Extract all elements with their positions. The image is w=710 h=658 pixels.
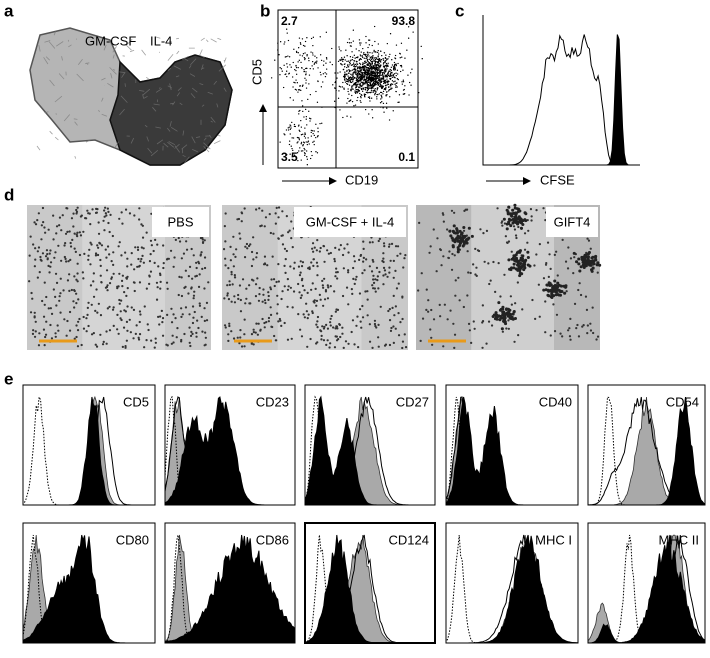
scatter-dots bbox=[270, 25, 423, 166]
histogram-frame bbox=[164, 522, 296, 644]
histogram-frame bbox=[304, 384, 436, 506]
axis-label: CFSE bbox=[540, 172, 575, 187]
histogram-black bbox=[588, 534, 706, 644]
marker-label: CD80 bbox=[116, 532, 149, 547]
histogram-frame bbox=[164, 384, 296, 506]
image-label: PBS bbox=[167, 214, 193, 229]
plot-frame bbox=[277, 9, 419, 169]
histogram-black bbox=[164, 534, 296, 644]
marker-label: CD124 bbox=[389, 532, 429, 547]
cell-cluster bbox=[507, 249, 532, 278]
cell-cluster bbox=[448, 224, 474, 254]
image-label: GIFT4 bbox=[554, 214, 591, 229]
panel-label: b bbox=[260, 1, 270, 20]
histogram-frame bbox=[445, 384, 579, 506]
histogram-black bbox=[23, 396, 155, 506]
marker-label: MHC I bbox=[535, 532, 572, 547]
panel-label: d bbox=[4, 185, 14, 204]
axis-label: CD19 bbox=[345, 172, 378, 187]
cell-cluster bbox=[542, 279, 568, 299]
histogram-frame bbox=[587, 384, 706, 506]
histogram-black bbox=[446, 534, 579, 644]
panel-label: a bbox=[4, 1, 14, 20]
panel-label: c bbox=[455, 1, 464, 20]
histogram-frame bbox=[587, 522, 706, 644]
cfse-undivided bbox=[483, 34, 640, 166]
histogram-open bbox=[587, 396, 705, 506]
histogram-black bbox=[445, 396, 578, 506]
quadrant-value: 93.8 bbox=[392, 14, 416, 28]
marker-label: CD54 bbox=[666, 394, 699, 409]
protein-structure bbox=[29, 27, 233, 166]
quadrant-value: 2.7 bbox=[281, 14, 298, 28]
histogram-black bbox=[164, 396, 295, 506]
histogram-frame bbox=[22, 384, 156, 506]
micrograph-shade bbox=[82, 205, 165, 350]
marker-label: CD40 bbox=[539, 394, 572, 409]
histogram-frame bbox=[304, 522, 436, 644]
histogram-frame bbox=[22, 522, 156, 644]
image-label: GM-CSF + IL-4 bbox=[306, 214, 395, 229]
cell-cluster bbox=[491, 301, 517, 331]
marker-label: CD27 bbox=[396, 394, 429, 409]
quadrant-value: 0.1 bbox=[398, 150, 415, 164]
marker-label: CD23 bbox=[256, 394, 289, 409]
image-label-box bbox=[152, 207, 209, 237]
cell-cluster bbox=[502, 203, 528, 231]
image-label-box bbox=[546, 207, 598, 237]
marker-label: CD5 bbox=[123, 394, 149, 409]
panel-label: e bbox=[4, 369, 13, 388]
marker-label: MHC II bbox=[659, 532, 699, 547]
micrograph-shade bbox=[471, 205, 554, 350]
mesh-texture bbox=[36, 31, 227, 164]
histogram-frame bbox=[445, 522, 579, 644]
axis-label: CD5 bbox=[249, 59, 264, 85]
marker-label: CD86 bbox=[256, 532, 289, 547]
cell-cluster bbox=[572, 251, 602, 273]
quadrant-value: 3.5 bbox=[281, 150, 298, 164]
protein-label: IL-4 bbox=[150, 33, 172, 48]
protein-label: GM-CSF bbox=[85, 33, 136, 48]
image-label-box bbox=[294, 207, 406, 237]
